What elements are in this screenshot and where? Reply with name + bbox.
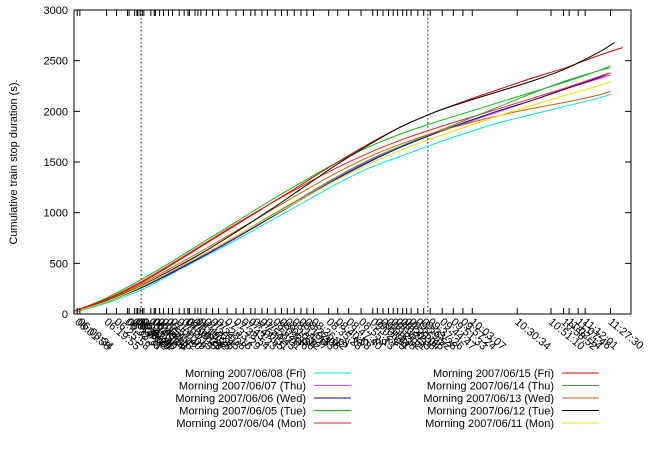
y-tick-label: 2000 — [44, 106, 68, 118]
series-line-9 — [73, 81, 611, 313]
legend-label: Morning 2007/06/05 (Tue) — [179, 406, 306, 418]
series-line-8 — [73, 41, 615, 313]
series-line-4 — [73, 72, 611, 312]
legend-label: Morning 2007/06/11 (Mon) — [425, 418, 554, 430]
series-line-0 — [73, 93, 611, 313]
x-axis-title: Time of day (hh:mm:ss). — [293, 336, 411, 348]
series-line-2 — [73, 72, 611, 313]
grid-layer — [140, 10, 429, 314]
series-line-7 — [73, 90, 611, 312]
y-tick-label: 0 — [62, 309, 68, 321]
legend-label: Morning 2007/06/12 (Tue) — [427, 406, 554, 418]
legend-label: Morning 2007/06/06 (Wed) — [175, 393, 306, 405]
y-tick-label: 500 — [50, 258, 68, 270]
legend-label: Morning 2007/06/15 (Fri) — [433, 368, 554, 380]
series-line-1 — [73, 74, 611, 313]
x-axis: 06:01:5806:03:3406:19:5506:25:5806:32:38… — [72, 10, 645, 353]
legend-label: Morning 2007/06/14 (Thu) — [427, 381, 554, 393]
x-tick-label: 10:30:34 — [512, 316, 553, 353]
legend-label: Morning 2007/06/07 (Thu) — [179, 381, 306, 393]
y-axis-title: Cumulative train stop duration (s). — [8, 79, 20, 244]
legend-label: Morning 2007/06/08 (Fri) — [185, 368, 306, 380]
legend-label: Morning 2007/06/13 (Wed) — [423, 393, 554, 405]
y-tick-label: 1500 — [44, 157, 68, 169]
y-tick-label: 2500 — [44, 56, 68, 68]
plot-frame — [73, 9, 632, 315]
y-axis: 0 500 1000 1500 2000 2500 3000 — [44, 5, 631, 321]
y-tick-label: 3000 — [44, 5, 68, 17]
legend: Morning 2007/06/08 (Fri)Morning 2007/06/… — [175, 368, 599, 430]
y-tick-label: 1000 — [44, 208, 68, 220]
series-layer — [73, 41, 623, 313]
legend-label: Morning 2007/06/04 (Mon) — [176, 418, 306, 430]
series-line-5 — [73, 47, 623, 312]
